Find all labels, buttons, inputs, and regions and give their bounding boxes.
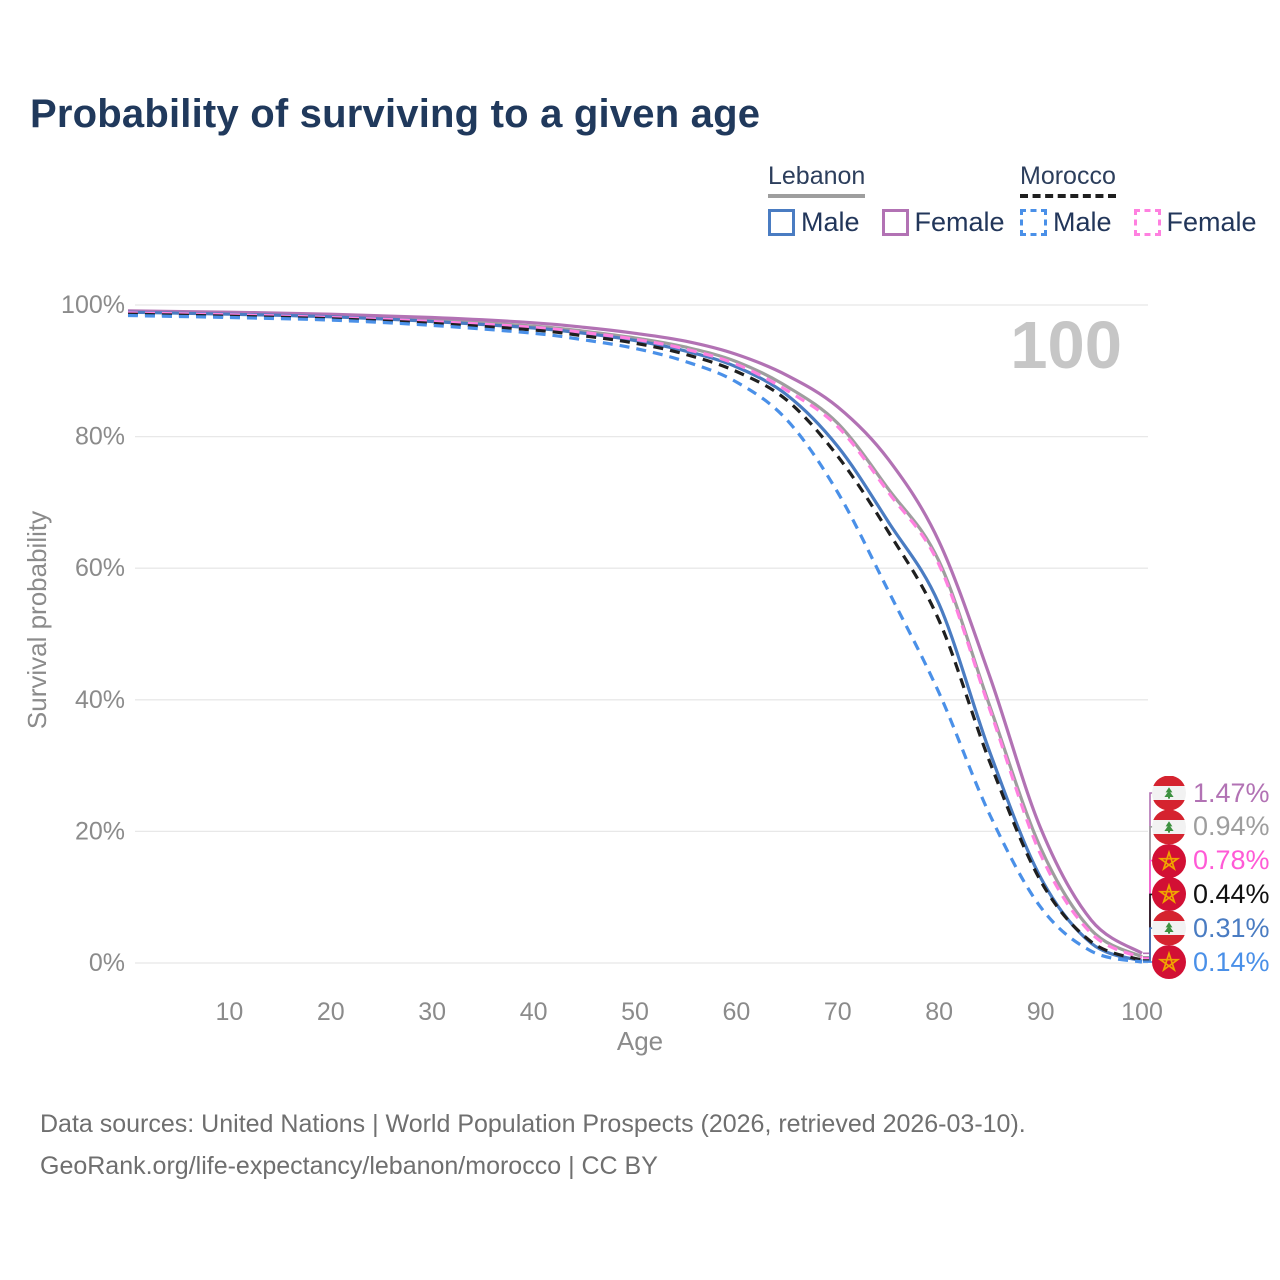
endpoint-value: 1.47% <box>1193 777 1270 808</box>
series-line-mor_female[interactable] <box>127 311 1143 960</box>
x-tick-label: 90 <box>1027 998 1055 1026</box>
source-url-line[interactable]: GeoRank.org/life-expectancy/lebanon/moro… <box>40 1151 658 1180</box>
endpoint-value: 0.78% <box>1193 845 1270 876</box>
morocco-female-swatch-icon[interactable] <box>1133 209 1161 236</box>
y-tick-label: 40% <box>75 686 125 714</box>
series-line-mor_total[interactable] <box>127 312 1143 962</box>
x-tick-label: 80 <box>925 998 953 1026</box>
x-tick-label: 100 <box>1121 998 1163 1026</box>
endpoint-value: 0.94% <box>1193 811 1270 842</box>
morocco-flag-icon <box>1152 877 1186 912</box>
endpoint-label-row-leb_female: 1.47% <box>1152 775 1270 811</box>
legend-group-lebanon: Lebanon Male Female <box>768 162 1027 238</box>
legend-group-label-morocco: Morocco <box>1020 162 1116 198</box>
legend-item-lebanon-male[interactable]: Male <box>801 207 860 237</box>
lebanon-male-swatch-icon[interactable] <box>768 209 795 236</box>
lebanon-flag-icon <box>1152 775 1186 811</box>
legend-item-morocco-male[interactable]: Male <box>1053 207 1112 237</box>
endpoint-label-row-mor_male: 0.14% <box>1152 945 1270 979</box>
lebanon-flag-icon <box>1152 809 1186 845</box>
series-line-leb_total[interactable] <box>127 310 1143 959</box>
lebanon-flag-icon <box>1152 910 1186 946</box>
series-line-leb_female[interactable] <box>127 309 1143 955</box>
x-axis-title: Age <box>617 1026 663 1056</box>
x-tick-label: 30 <box>418 998 446 1026</box>
legend-group-label-lebanon: Lebanon <box>768 162 866 198</box>
lebanon-female-swatch-icon[interactable] <box>881 209 909 236</box>
source-attribution: Data sources: United Nations | World Pop… <box>40 1104 1026 1187</box>
x-tick-label: 20 <box>317 998 345 1026</box>
endpoint-label-row-mor_female: 0.78% <box>1152 843 1270 878</box>
x-tick-label: 70 <box>824 998 852 1026</box>
y-tick-label: 100% <box>61 291 125 319</box>
y-tick-label: 20% <box>75 817 125 845</box>
y-tick-label: 80% <box>75 423 125 451</box>
x-tick-label: 40 <box>520 998 548 1026</box>
legend-item-morocco-female[interactable]: Female <box>1166 207 1257 237</box>
legend-item-lebanon-female[interactable]: Female <box>914 207 1005 237</box>
endpoint-label-row-leb_total: 0.94% <box>1152 809 1270 845</box>
endpoint-value: 0.44% <box>1193 878 1270 909</box>
age-watermark: 100 <box>1010 308 1122 383</box>
morocco-flag-icon <box>1152 945 1186 979</box>
x-tick-label: 60 <box>722 998 750 1026</box>
endpoint-label-row-leb_male: 0.31% <box>1152 910 1270 946</box>
page-title: Probability of surviving to a given age <box>30 92 761 136</box>
y-tick-label: 60% <box>75 554 125 582</box>
x-tick-label: 50 <box>621 998 649 1026</box>
endpoint-label-row-mor_total: 0.44% <box>1152 877 1270 912</box>
morocco-flag-icon <box>1152 843 1186 878</box>
data-sources-line: Data sources: United Nations | World Pop… <box>40 1110 1026 1138</box>
endpoint-value: 0.14% <box>1193 946 1270 977</box>
endpoint-value: 0.31% <box>1193 912 1270 943</box>
series-line-mor_male[interactable] <box>127 313 1143 964</box>
x-tick-label: 10 <box>215 998 243 1026</box>
y-axis-title: Survival probability <box>22 511 52 729</box>
legend-group-morocco: Morocco Male Female <box>1020 162 1279 238</box>
morocco-male-swatch-icon[interactable] <box>1020 209 1047 236</box>
y-tick-label: 0% <box>89 949 125 977</box>
series-line-leb_male[interactable] <box>127 310 1143 963</box>
